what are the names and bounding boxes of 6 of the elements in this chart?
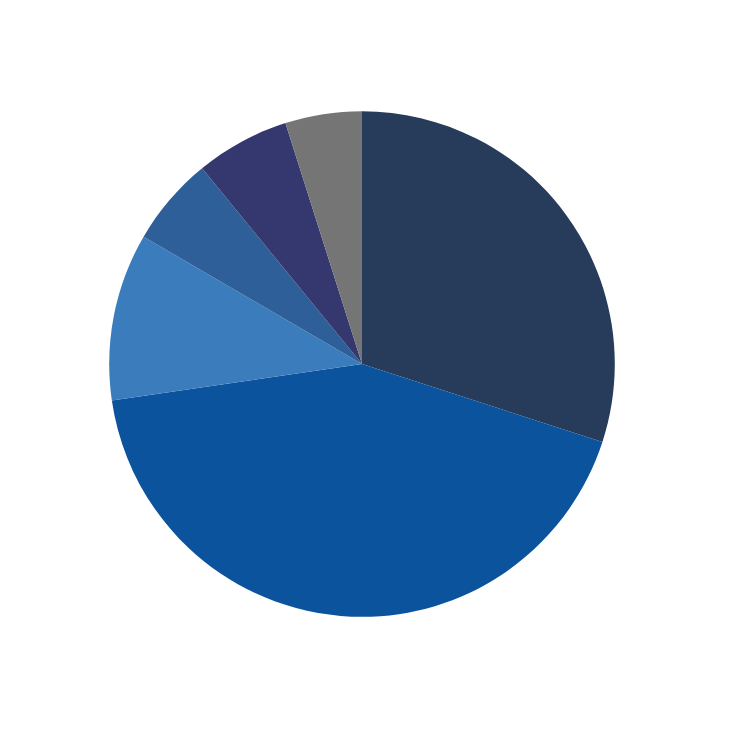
pie-slice [109,236,362,401]
pie-slice [143,168,362,364]
pie-slice [285,111,362,364]
pie-slice [362,111,615,443]
pie-slice [202,123,362,364]
pie-slice [111,364,603,617]
